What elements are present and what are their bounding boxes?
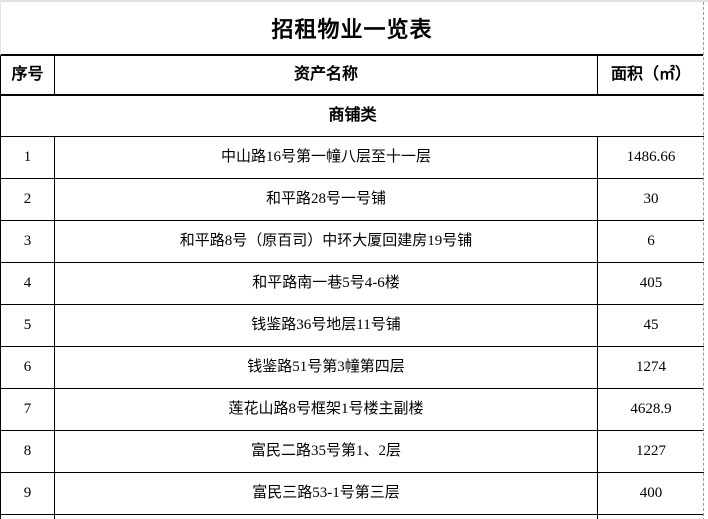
row-asset-name-cell: 和平路28号一号铺 (55, 179, 598, 220)
row-asset-name-cell: 和平路南一巷5号4-6楼 (55, 263, 598, 304)
column-header-area: 面积（㎡） (610, 66, 691, 84)
row-area-cell: 45 (643, 317, 659, 334)
row-index-cell: 2 (1, 179, 55, 220)
property-table: 序号 资产名称 面积（㎡） 商铺类 1 中山路16号第一幢八层至十一层 1486… (0, 56, 704, 519)
section-label: 商铺类 (328, 107, 377, 125)
table-body: 1 中山路16号第一幢八层至十一层 1486.66 2 和平路28号一号铺 30… (1, 137, 704, 515)
row-area-cell: 1274 (636, 359, 666, 376)
row-index-cell: 3 (1, 221, 55, 262)
page-title: 招租物业一览表 (0, 2, 703, 56)
row-asset-name-cell: 中山路16号第一幢八层至十一层 (55, 137, 598, 178)
table-row-partial (1, 515, 704, 519)
row-area-cell: 4628.9 (630, 401, 672, 418)
table-row: 2 和平路28号一号铺 30 (1, 179, 704, 221)
row-area-cell: 400 (639, 485, 663, 502)
table-row: 7 莲花山路8号框架1号楼主副楼 4628.9 (1, 389, 704, 431)
column-header-asset-name: 资产名称 (55, 56, 598, 94)
row-area-cell: 405 (639, 275, 663, 292)
table-row: 8 富民二路35号第1、2层 1227 (1, 431, 704, 473)
page-gridline-dashed (703, 2, 704, 519)
row-index-cell: 1 (1, 137, 55, 178)
table-row: 6 钱鉴路51号第3幢第四层 1274 (1, 347, 704, 389)
row-asset-name-cell: 钱鉴路51号第3幢第四层 (55, 347, 598, 388)
row-index-cell: 7 (1, 389, 55, 430)
section-row-shops: 商铺类 (1, 96, 704, 137)
row-index-cell: 5 (1, 305, 55, 346)
column-header-index: 序号 (1, 56, 55, 94)
row-area-cell: 30 (643, 191, 659, 208)
table-row: 4 和平路南一巷5号4-6楼 405 (1, 263, 704, 305)
row-index-cell: 4 (1, 263, 55, 304)
row-index-cell: 6 (1, 347, 55, 388)
row-asset-name-cell: 富民三路53-1号第三层 (55, 473, 598, 514)
table-header-row: 序号 资产名称 面积（㎡） (1, 56, 704, 96)
row-asset-name-cell: 莲花山路8号框架1号楼主副楼 (55, 389, 598, 430)
table-row: 5 钱鉴路36号地层11号铺 45 (1, 305, 704, 347)
partial-cell-area (598, 515, 704, 519)
row-asset-name-cell: 和平路8号（原百司）中环大厦回建房19号铺 (55, 221, 598, 262)
row-area-cell: 6 (647, 233, 655, 250)
row-area-cell: 1227 (636, 443, 666, 460)
row-asset-name-cell: 钱鉴路36号地层11号铺 (55, 305, 598, 346)
table-row: 1 中山路16号第一幢八层至十一层 1486.66 (1, 137, 704, 179)
table-row: 3 和平路8号（原百司）中环大厦回建房19号铺 6 (1, 221, 704, 263)
table-row: 9 富民三路53-1号第三层 400 (1, 473, 704, 515)
partial-cell-index (1, 515, 55, 519)
row-index-cell: 9 (1, 473, 55, 514)
row-index-cell: 8 (1, 431, 55, 472)
row-asset-name-cell: 富民二路35号第1、2层 (55, 431, 598, 472)
partial-cell-name (55, 515, 598, 519)
row-area-cell: 1486.66 (626, 149, 676, 166)
